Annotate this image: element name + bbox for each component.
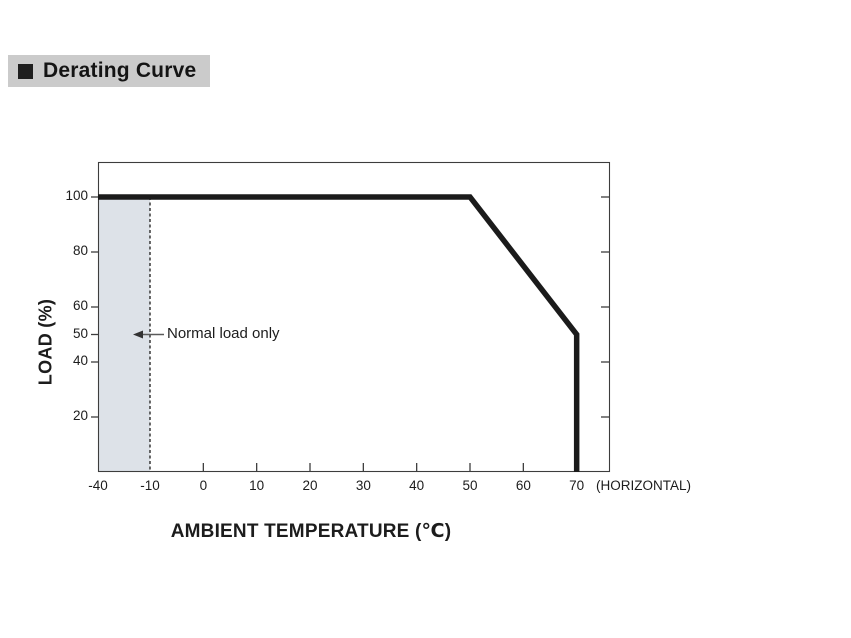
annotation-arrowhead-icon <box>133 330 143 339</box>
y-tick-label: 20 <box>72 408 88 423</box>
section-header: Derating Curve <box>8 55 211 87</box>
plot-border <box>97 161 611 473</box>
x-tick-label: 30 <box>355 478 371 493</box>
y-tick-label: 80 <box>72 243 88 258</box>
section-bullet-square-icon <box>18 63 33 79</box>
y-tick-label: 100 <box>65 188 88 203</box>
x-tick-label: -10 <box>140 478 160 493</box>
x-axis-unit-suffix: (HORIZONTAL) <box>596 478 691 493</box>
x-axis-title: AMBIENT TEMPERATURE (℃) <box>170 521 452 542</box>
y-tick-label: 40 <box>72 353 88 368</box>
x-tick-label: 60 <box>515 478 531 493</box>
normal-load-annotation: Normal load only <box>167 325 280 342</box>
x-tick-label: 40 <box>409 478 425 493</box>
derating-curve-line <box>98 194 580 472</box>
x-tick-label: 20 <box>302 478 318 493</box>
derating-curve-plot <box>91 161 611 473</box>
x-tick-label: 0 <box>199 478 208 493</box>
y-tick-label: 50 <box>72 325 88 341</box>
y-tick-label: 60 <box>72 298 88 313</box>
x-tick-label: 50 <box>462 478 478 493</box>
x-tick-label: 70 <box>569 478 585 493</box>
x-tick-label: 10 <box>249 478 265 493</box>
section-title: Derating Curve <box>43 59 197 82</box>
x-tick-label: -40 <box>88 478 108 493</box>
